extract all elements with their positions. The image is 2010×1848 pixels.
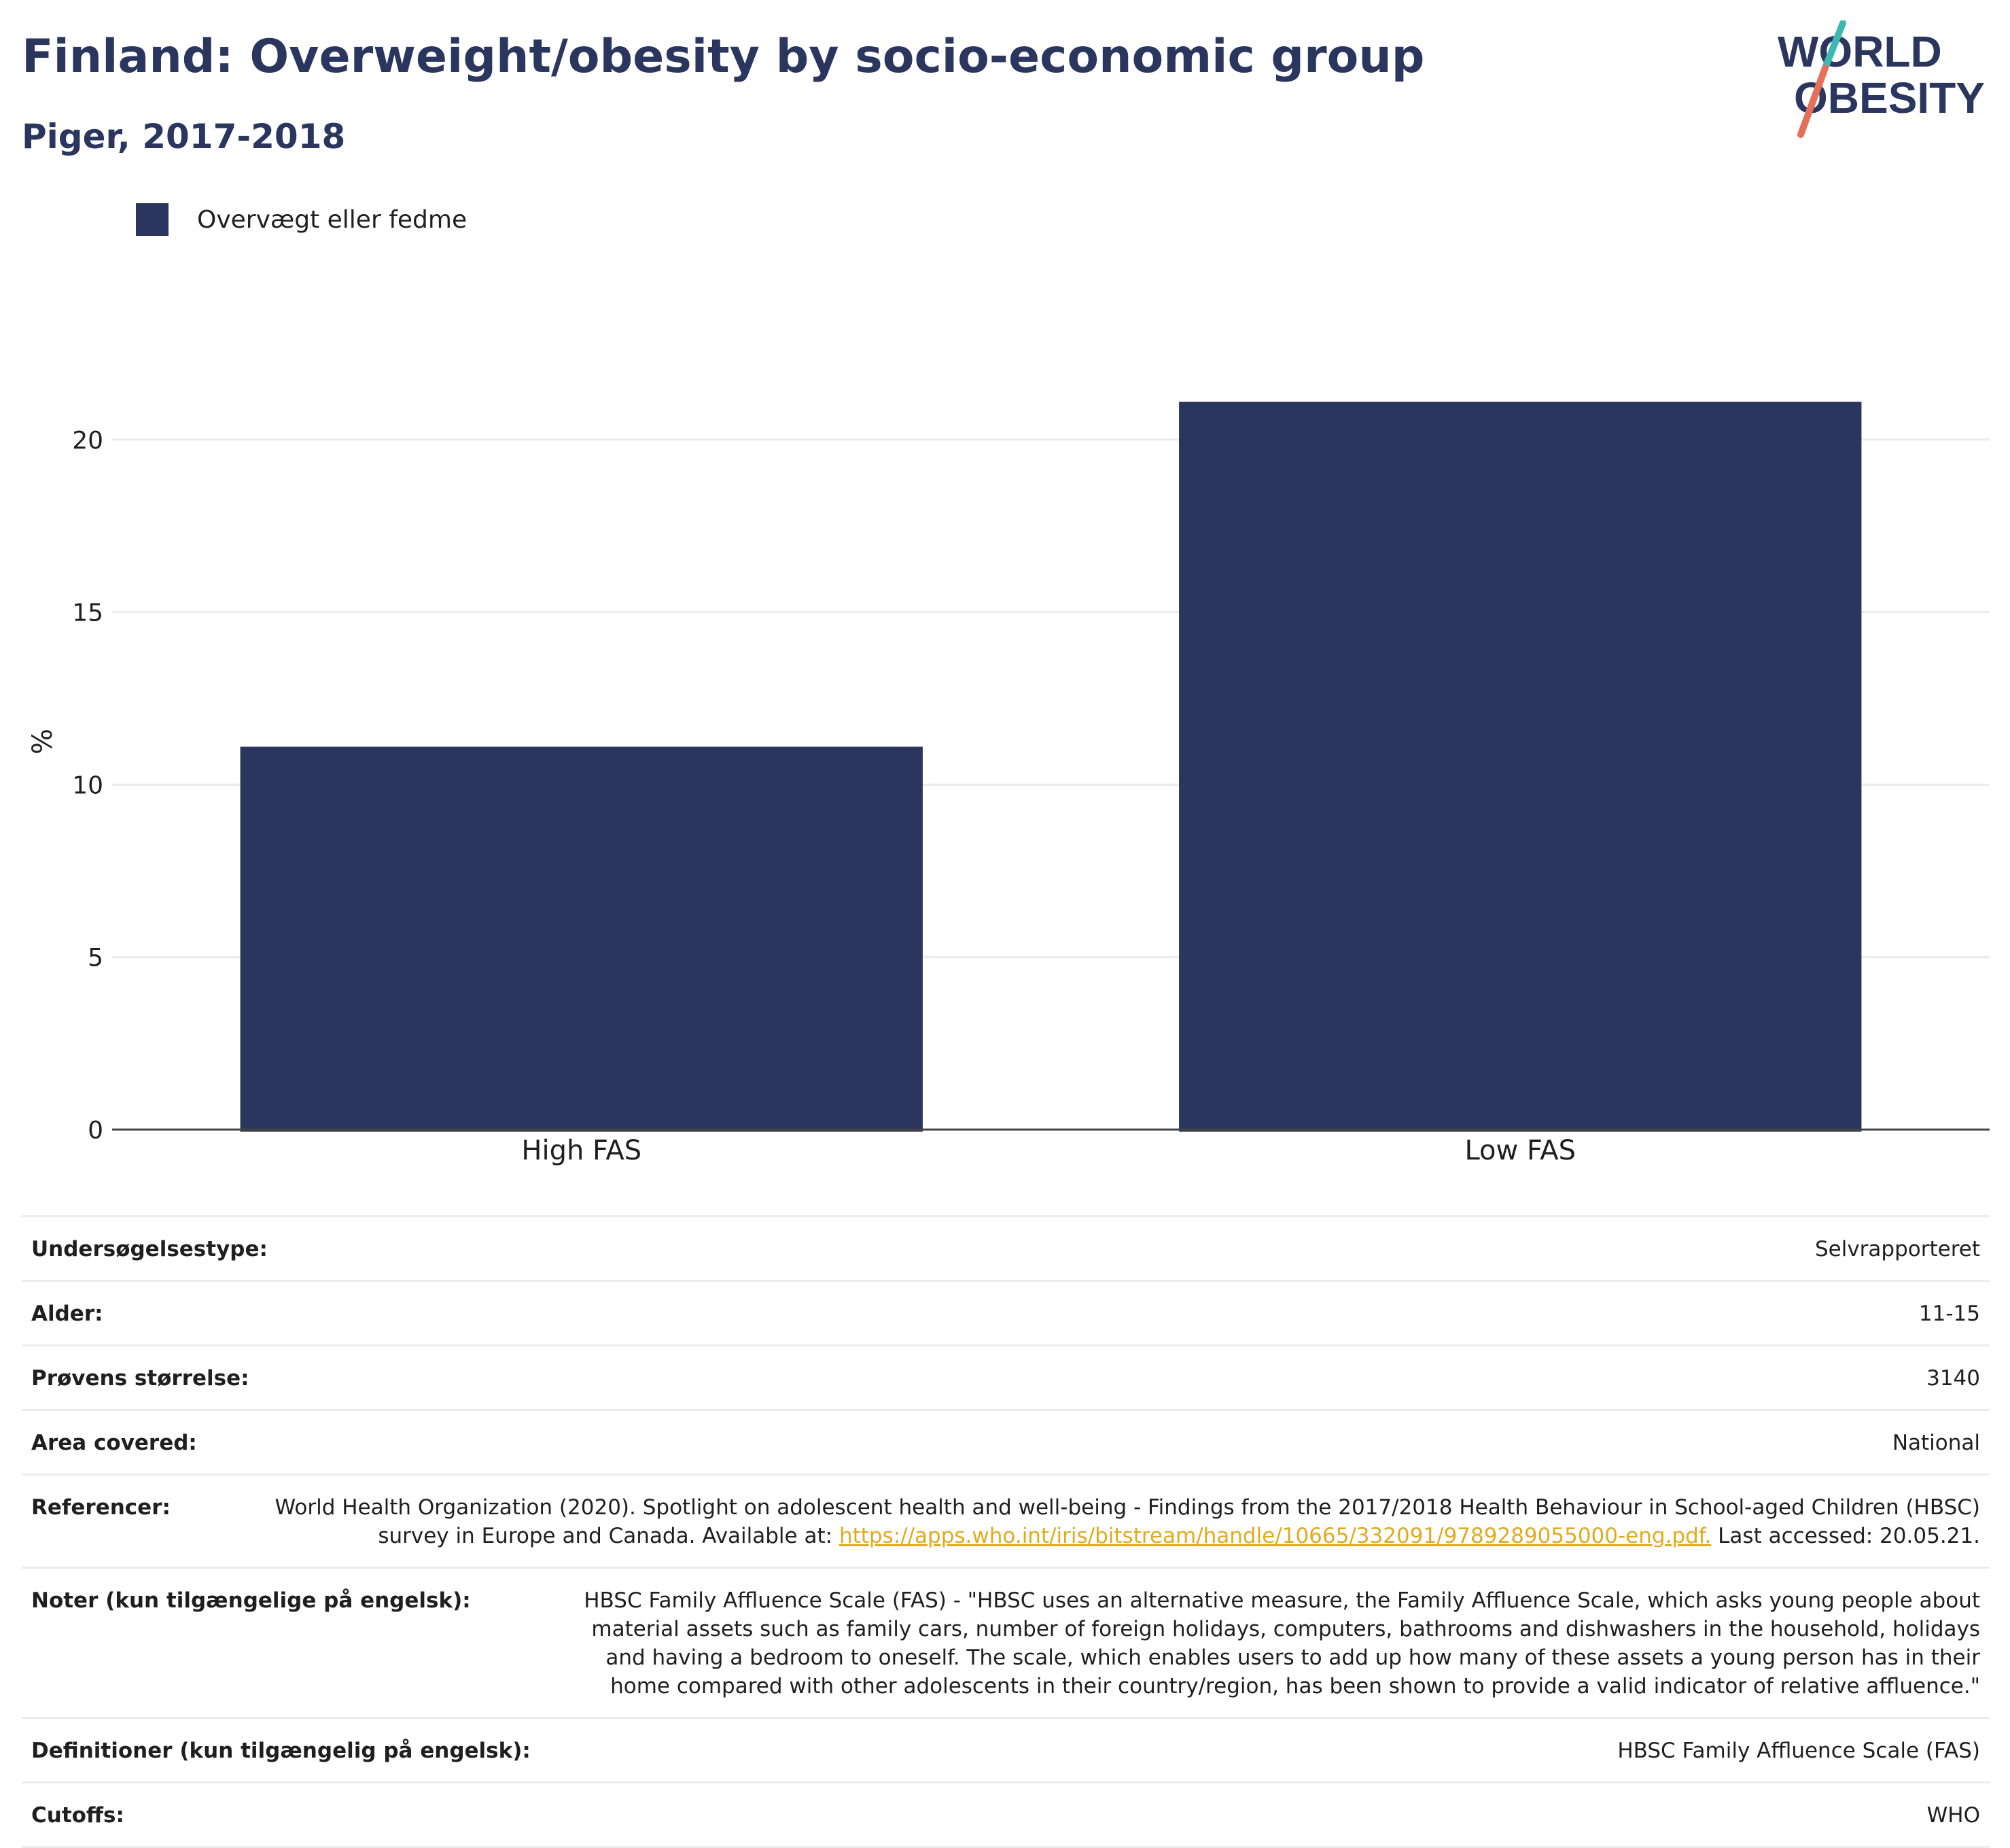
y-tick-label: 20 xyxy=(72,427,103,455)
y-tick-label: 0 xyxy=(88,1117,103,1145)
details-value: National xyxy=(279,1429,1980,1457)
details-value: HBSC Family Affluence Scale (FAS) xyxy=(612,1737,1980,1765)
details-label: Definitioner (kun tilgængelig på engelsk… xyxy=(31,1739,531,1763)
details-value-text: National xyxy=(1892,1431,1980,1455)
bar-chart: 0 5 10 15 20% High FAS Low FAS xyxy=(27,402,1990,1166)
details-value-suffix: Last accessed: 20.05.21. xyxy=(1711,1524,1980,1548)
x-tick-label: High FAS xyxy=(521,1135,641,1166)
details-row: Area covered: National xyxy=(22,1411,1990,1476)
details-label: Prøvens størrelse: xyxy=(31,1366,249,1391)
y-axis-label: % xyxy=(27,729,58,754)
details-label: Referencer: xyxy=(31,1495,171,1520)
details-label: Alder: xyxy=(31,1302,103,1326)
details-row: Noter (kun tilgængelige på engelsk): HBSC… xyxy=(22,1569,1990,1719)
details-row: Cutoffs: WHO xyxy=(22,1783,1990,1848)
details-row: Definitioner (kun tilgængelig på engelsk… xyxy=(22,1719,1990,1783)
chart-subtitle: Piger, 2017-2018 xyxy=(22,117,346,156)
legend-swatch xyxy=(136,203,169,236)
details-value: WHO xyxy=(206,1801,1980,1830)
details-value-text: Selvrapporteret xyxy=(1814,1237,1980,1261)
details-row: Undersøgelsestype: Selvrapporteret xyxy=(22,1217,1990,1282)
details-value-text: World Health Organization (2020). Spotli… xyxy=(275,1495,1980,1548)
details-label: Area covered: xyxy=(31,1431,197,1455)
details-value-text: 3140 xyxy=(1926,1366,1980,1391)
logo-line2: OBESITY xyxy=(1794,73,1985,122)
details-value-text: HBSC Family Affluence Scale (FAS) - "HBS… xyxy=(584,1588,1980,1698)
legend-label: Overvægt eller fedme xyxy=(197,205,468,234)
details-table: Undersøgelsestype: Selvrapporteret Alder: 1… xyxy=(22,1215,1990,1848)
y-tick-label: 5 xyxy=(88,944,103,972)
details-value: 3140 xyxy=(331,1364,1980,1393)
y-tick-label: 15 xyxy=(72,599,103,627)
y-tick-label: 10 xyxy=(72,771,103,799)
world-obesity-logo: WORLD OBESITY xyxy=(1778,20,1985,138)
details-row: Prøvens størrelse: 3140 xyxy=(22,1346,1990,1411)
details-value-text: HBSC Family Affluence Scale (FAS) xyxy=(1617,1739,1980,1763)
details-label: Cutoffs: xyxy=(31,1803,124,1828)
bar-low-fas xyxy=(1179,402,1862,1132)
details-value-text: WHO xyxy=(1926,1803,1980,1828)
x-tick-label: Low FAS xyxy=(1464,1135,1576,1166)
details-label: Undersøgelsestype: xyxy=(31,1237,268,1261)
details-value-text: 11-15 xyxy=(1918,1302,1980,1326)
details-value: 11-15 xyxy=(185,1300,1980,1328)
logo-slash-top xyxy=(1822,20,1846,71)
details-value: HBSC Family Affluence Scale (FAS) - "HBS… xyxy=(552,1586,1980,1701)
logo-slash-bottom xyxy=(1797,65,1829,138)
bar-high-fas xyxy=(240,746,923,1132)
details-value: Selvrapporteret xyxy=(349,1235,1980,1263)
details-row: Referencer: World Health Organization (20… xyxy=(22,1476,1990,1569)
details-label: Noter (kun tilgængelige på engelsk): xyxy=(31,1588,471,1613)
chart-title: Finland: Overweight/obesity by socio-eco… xyxy=(22,30,1425,84)
reference-link[interactable]: https://apps.who.int/iris/bitstream/hand… xyxy=(839,1524,1712,1548)
details-row: Alder: 11-15 xyxy=(22,1282,1990,1346)
logo-line1: WORLD xyxy=(1778,27,1942,76)
chart-legend: Overvægt eller fedme xyxy=(136,203,467,237)
details-value: World Health Organization (2020). Spotli… xyxy=(252,1493,1980,1550)
